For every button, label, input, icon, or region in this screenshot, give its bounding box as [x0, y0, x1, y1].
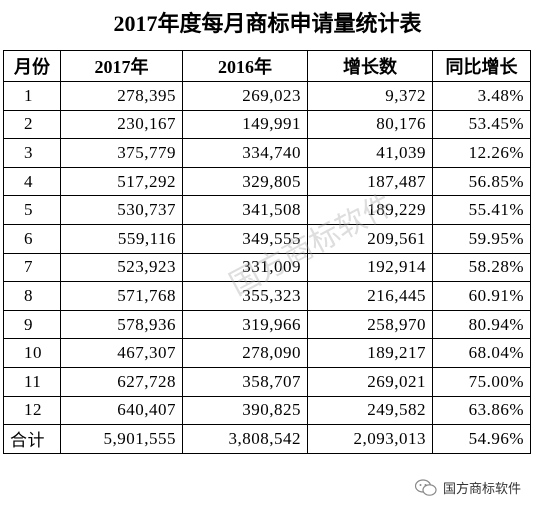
header-cell: 同比增长 [432, 50, 531, 82]
table-cell: 230,167 [60, 109, 183, 140]
table-cell: 390,825 [182, 395, 308, 426]
title: 2017年度每月商标申请量统计表 [113, 11, 422, 36]
table-cell: 578,936 [60, 309, 183, 340]
table-cell: 11 [3, 366, 61, 397]
table-cell: 80.94% [432, 309, 531, 340]
table-cell: 278,090 [182, 338, 308, 368]
table-body: 1 278,395 269,023 9,372 3.48% 2 230,167 149,991… [3, 81, 531, 454]
table-row: 10 467,307 278,090 189,217 68.04% [3, 338, 531, 368]
header-cell: 月份 [3, 50, 61, 82]
header-cell: 2016年 [182, 50, 308, 82]
table-row: 5 530,737 341,508 189,229 55.41% [3, 195, 531, 225]
table-cell: 3,808,542 [182, 424, 308, 454]
stats-table: 月份 2017年 2016年 增长数 同比增长 1 278,395 269,023 9,372… [3, 50, 531, 454]
table-cell: 12 [3, 395, 61, 426]
table-cell: 627,728 [60, 366, 183, 397]
table-cell: 63.86% [432, 395, 531, 426]
table-cell: 2 [3, 109, 61, 140]
table-row: 3 375,779 334,740 41,039 12.26% [3, 138, 531, 168]
table-cell: 249,582 [307, 395, 433, 426]
table-cell: 60.91% [432, 281, 531, 311]
header-cell: 2017年 [60, 50, 183, 82]
table-cell: 189,229 [307, 195, 433, 225]
table-cell: 358,707 [182, 366, 308, 397]
table-cell: 209,561 [307, 223, 433, 254]
table-cell: 334,740 [182, 138, 308, 168]
table-cell: 55.41% [432, 195, 531, 225]
table-cell: 7 [3, 252, 61, 283]
table-cell: 355,323 [182, 281, 308, 311]
table-row: 4 517,292 329,805 187,487 56.85% [3, 166, 531, 197]
table-row: 合计 5,901,555 3,808,542 2,093,013 54.96% [3, 424, 531, 454]
table-cell: 75.00% [432, 366, 531, 397]
table-cell: 523,923 [60, 252, 183, 283]
table-cell: 2,093,013 [307, 424, 433, 454]
table-cell: 149,991 [182, 109, 308, 140]
table-cell: 3.48% [432, 81, 531, 111]
table-cell: 319,966 [182, 309, 308, 340]
header-row: 月份 2017年 2016年 增长数 同比增长 [3, 50, 531, 82]
table-cell: 331,009 [182, 252, 308, 283]
table-row: 9 578,936 319,966 258,970 80.94% [3, 309, 531, 340]
table-row: 8 571,768 355,323 216,445 60.91% [3, 281, 531, 311]
header-cell: 增长数 [307, 50, 433, 82]
table-cell: 559,116 [60, 223, 183, 254]
table-cell: 9,372 [307, 81, 433, 111]
table-cell: 5 [3, 195, 61, 225]
table-cell: 1 [3, 81, 61, 111]
table-cell: 56.85% [432, 166, 531, 197]
table-cell: 8 [3, 281, 61, 311]
table-row: 12 640,407 390,825 249,582 63.86% [3, 395, 531, 426]
table-cell: 3 [3, 138, 61, 168]
table-cell: 68.04% [432, 338, 531, 368]
table-cell: 192,914 [307, 252, 433, 283]
table-cell: 9 [3, 309, 61, 340]
table-row: 1 278,395 269,023 9,372 3.48% [3, 81, 531, 111]
table-cell: 59.95% [432, 223, 531, 254]
table-cell: 6 [3, 223, 61, 254]
table-cell: 517,292 [60, 166, 183, 197]
table-cell: 269,023 [182, 81, 308, 111]
table-cell: 258,970 [307, 309, 433, 340]
table-cell: 640,407 [60, 395, 183, 426]
table-cell: 571,768 [60, 281, 183, 311]
table-cell: 12.26% [432, 138, 531, 168]
table-cell: 合计 [3, 424, 61, 454]
table-row: 11 627,728 358,707 269,021 75.00% [3, 366, 531, 397]
account-name: 国方商标软件 [443, 482, 522, 497]
table-cell: 329,805 [182, 166, 308, 197]
table-cell: 278,395 [60, 81, 183, 111]
table-cell: 467,307 [60, 338, 183, 368]
table-row: 2 230,167 149,991 80,176 53.45% [3, 109, 531, 140]
table-cell: 10 [3, 338, 61, 368]
table-cell: 530,737 [60, 195, 183, 225]
table-row: 6 559,116 349,555 209,561 59.95% [3, 223, 531, 254]
table-cell: 5,901,555 [60, 424, 183, 454]
table-cell: 341,508 [182, 195, 308, 225]
table-cell: 187,487 [307, 166, 433, 197]
table-row: 7 523,923 331,009 192,914 58.28% [3, 252, 531, 283]
wechat-icon [415, 478, 437, 496]
table-cell: 41,039 [307, 138, 433, 168]
table-cell: 216,445 [307, 281, 433, 311]
table-cell: 375,779 [60, 138, 183, 168]
table-cell: 54.96% [432, 424, 531, 454]
table-cell: 189,217 [307, 338, 433, 368]
table-cell: 58.28% [432, 252, 531, 283]
table-cell: 269,021 [307, 366, 433, 397]
footer: 国方商标软件 [415, 478, 521, 497]
table-cell: 349,555 [182, 223, 308, 254]
table-cell: 4 [3, 166, 61, 197]
table-cell: 80,176 [307, 109, 433, 140]
table-cell: 53.45% [432, 109, 531, 140]
